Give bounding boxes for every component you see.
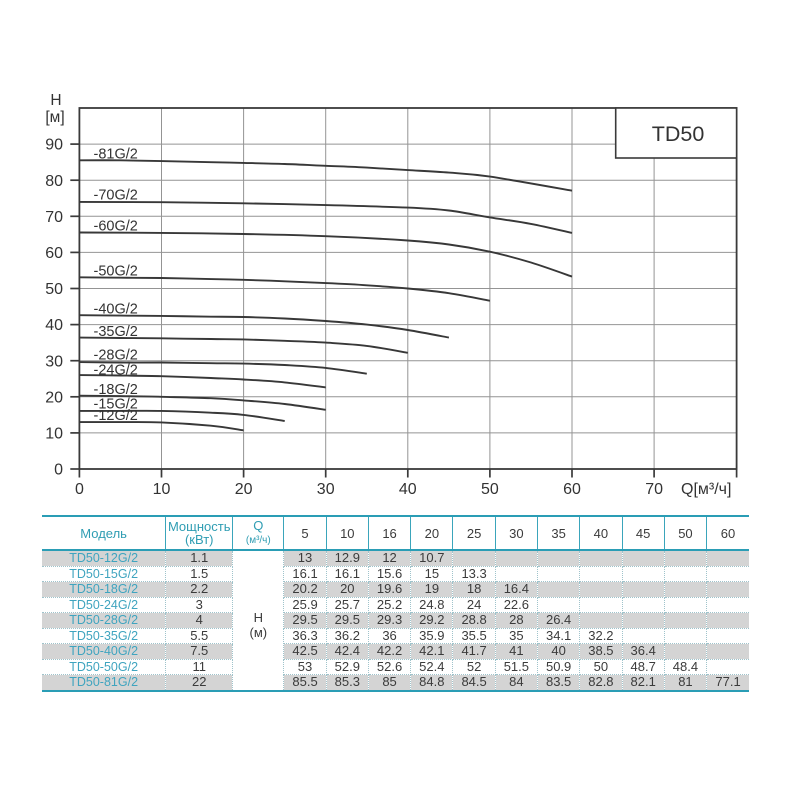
svg-text:90: 90 (45, 137, 63, 154)
svg-text:-24G/2: -24G/2 (94, 363, 138, 379)
svg-text:-28G/2: -28G/2 (94, 348, 138, 364)
svg-text:H: H (50, 92, 61, 109)
svg-text:-40G/2: -40G/2 (94, 302, 138, 318)
svg-text:Q[м³/ч]: Q[м³/ч] (681, 481, 731, 498)
svg-text:-50G/2: -50G/2 (94, 264, 138, 280)
svg-text:-18G/2: -18G/2 (94, 382, 138, 398)
svg-text:0: 0 (75, 481, 84, 498)
svg-text:-60G/2: -60G/2 (94, 219, 138, 235)
svg-text:50: 50 (481, 481, 499, 498)
svg-text:-35G/2: -35G/2 (94, 324, 138, 340)
svg-text:20: 20 (45, 389, 63, 406)
svg-text:80: 80 (45, 173, 63, 190)
svg-text:-81G/2: -81G/2 (94, 147, 138, 163)
svg-text:70: 70 (45, 209, 63, 226)
svg-text:30: 30 (45, 353, 63, 370)
svg-text:70: 70 (645, 481, 663, 498)
svg-text:30: 30 (317, 481, 335, 498)
svg-text:10: 10 (153, 481, 171, 498)
svg-text:50: 50 (45, 281, 63, 298)
svg-text:60: 60 (45, 245, 63, 262)
svg-text:-70G/2: -70G/2 (94, 188, 138, 204)
svg-text:[м]: [м] (45, 109, 64, 126)
svg-text:TD50: TD50 (652, 122, 705, 146)
svg-text:10: 10 (45, 426, 63, 443)
svg-text:-15G/2: -15G/2 (94, 397, 138, 413)
svg-text:40: 40 (399, 481, 417, 498)
svg-text:-12G/2: -12G/2 (94, 408, 138, 424)
svg-text:20: 20 (235, 481, 253, 498)
svg-text:0: 0 (54, 462, 63, 479)
svg-text:40: 40 (45, 317, 63, 334)
svg-text:60: 60 (563, 481, 581, 498)
